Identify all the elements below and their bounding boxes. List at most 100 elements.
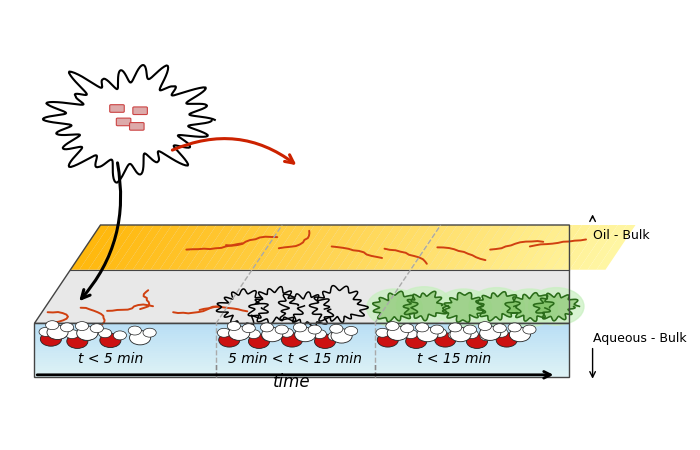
- Polygon shape: [124, 225, 163, 270]
- Circle shape: [465, 330, 478, 338]
- Circle shape: [480, 326, 500, 340]
- Polygon shape: [195, 225, 234, 270]
- Circle shape: [248, 334, 270, 348]
- Circle shape: [262, 332, 275, 341]
- Circle shape: [510, 330, 523, 339]
- Polygon shape: [365, 225, 404, 270]
- Circle shape: [400, 324, 414, 333]
- Polygon shape: [240, 225, 279, 270]
- Polygon shape: [445, 225, 484, 270]
- FancyBboxPatch shape: [110, 105, 125, 112]
- Polygon shape: [115, 225, 154, 270]
- Circle shape: [450, 328, 471, 342]
- Polygon shape: [88, 225, 127, 270]
- Polygon shape: [533, 293, 580, 321]
- Circle shape: [228, 322, 241, 331]
- Polygon shape: [204, 225, 243, 270]
- Circle shape: [130, 331, 150, 345]
- Polygon shape: [267, 225, 306, 270]
- Polygon shape: [418, 225, 457, 270]
- Polygon shape: [106, 225, 145, 270]
- Circle shape: [113, 331, 127, 340]
- Polygon shape: [34, 332, 570, 334]
- Polygon shape: [34, 356, 570, 358]
- Polygon shape: [302, 225, 341, 270]
- Circle shape: [528, 288, 584, 325]
- Polygon shape: [588, 225, 626, 270]
- Circle shape: [314, 334, 335, 348]
- Circle shape: [80, 332, 94, 341]
- Circle shape: [331, 329, 352, 343]
- Circle shape: [39, 328, 52, 336]
- Circle shape: [386, 322, 399, 331]
- Polygon shape: [489, 225, 528, 270]
- Polygon shape: [481, 225, 519, 270]
- Polygon shape: [222, 225, 261, 270]
- Polygon shape: [34, 360, 570, 362]
- FancyBboxPatch shape: [133, 107, 148, 115]
- Circle shape: [496, 333, 517, 347]
- Text: time: time: [273, 373, 311, 391]
- Polygon shape: [476, 292, 521, 321]
- Circle shape: [313, 330, 326, 338]
- Polygon shape: [312, 225, 350, 270]
- Circle shape: [367, 289, 422, 327]
- Circle shape: [376, 328, 389, 337]
- Polygon shape: [34, 325, 570, 328]
- Text: Aqueous - Bulk: Aqueous - Bulk: [593, 333, 686, 345]
- Polygon shape: [383, 225, 421, 270]
- Polygon shape: [34, 336, 570, 338]
- Polygon shape: [34, 375, 570, 377]
- Polygon shape: [508, 225, 547, 270]
- Polygon shape: [561, 225, 600, 270]
- Circle shape: [262, 328, 283, 342]
- Circle shape: [281, 333, 302, 347]
- Polygon shape: [284, 225, 323, 270]
- Polygon shape: [34, 353, 570, 356]
- Polygon shape: [34, 345, 570, 347]
- Circle shape: [344, 326, 358, 335]
- Polygon shape: [150, 225, 190, 270]
- Polygon shape: [133, 225, 172, 270]
- Polygon shape: [213, 225, 252, 270]
- Polygon shape: [543, 225, 582, 270]
- Polygon shape: [34, 343, 570, 345]
- Polygon shape: [34, 341, 570, 343]
- Text: t < 5 min: t < 5 min: [78, 352, 143, 366]
- Circle shape: [229, 326, 250, 340]
- Polygon shape: [570, 225, 609, 270]
- Circle shape: [46, 321, 59, 330]
- Circle shape: [416, 323, 429, 332]
- Circle shape: [242, 324, 256, 333]
- Circle shape: [478, 322, 491, 331]
- Polygon shape: [34, 330, 570, 332]
- Circle shape: [247, 330, 260, 338]
- Circle shape: [396, 287, 452, 324]
- Polygon shape: [525, 225, 564, 270]
- Polygon shape: [79, 225, 118, 270]
- Polygon shape: [534, 225, 573, 270]
- Circle shape: [100, 333, 121, 347]
- Circle shape: [377, 333, 398, 347]
- Circle shape: [480, 332, 493, 341]
- Polygon shape: [186, 225, 225, 270]
- Polygon shape: [178, 225, 216, 270]
- Polygon shape: [403, 291, 448, 321]
- Circle shape: [128, 326, 141, 335]
- Circle shape: [275, 325, 288, 334]
- Polygon shape: [276, 225, 314, 270]
- Polygon shape: [338, 225, 377, 270]
- Polygon shape: [472, 225, 511, 270]
- Polygon shape: [142, 225, 181, 270]
- Text: 5 min < t < 15 min: 5 min < t < 15 min: [228, 352, 363, 366]
- Circle shape: [508, 323, 522, 332]
- Polygon shape: [34, 369, 570, 371]
- Polygon shape: [517, 225, 555, 270]
- Circle shape: [77, 326, 98, 340]
- Polygon shape: [498, 225, 538, 270]
- Polygon shape: [34, 362, 570, 364]
- FancyBboxPatch shape: [116, 118, 131, 126]
- Polygon shape: [231, 225, 270, 270]
- Polygon shape: [596, 225, 636, 270]
- Circle shape: [495, 328, 508, 337]
